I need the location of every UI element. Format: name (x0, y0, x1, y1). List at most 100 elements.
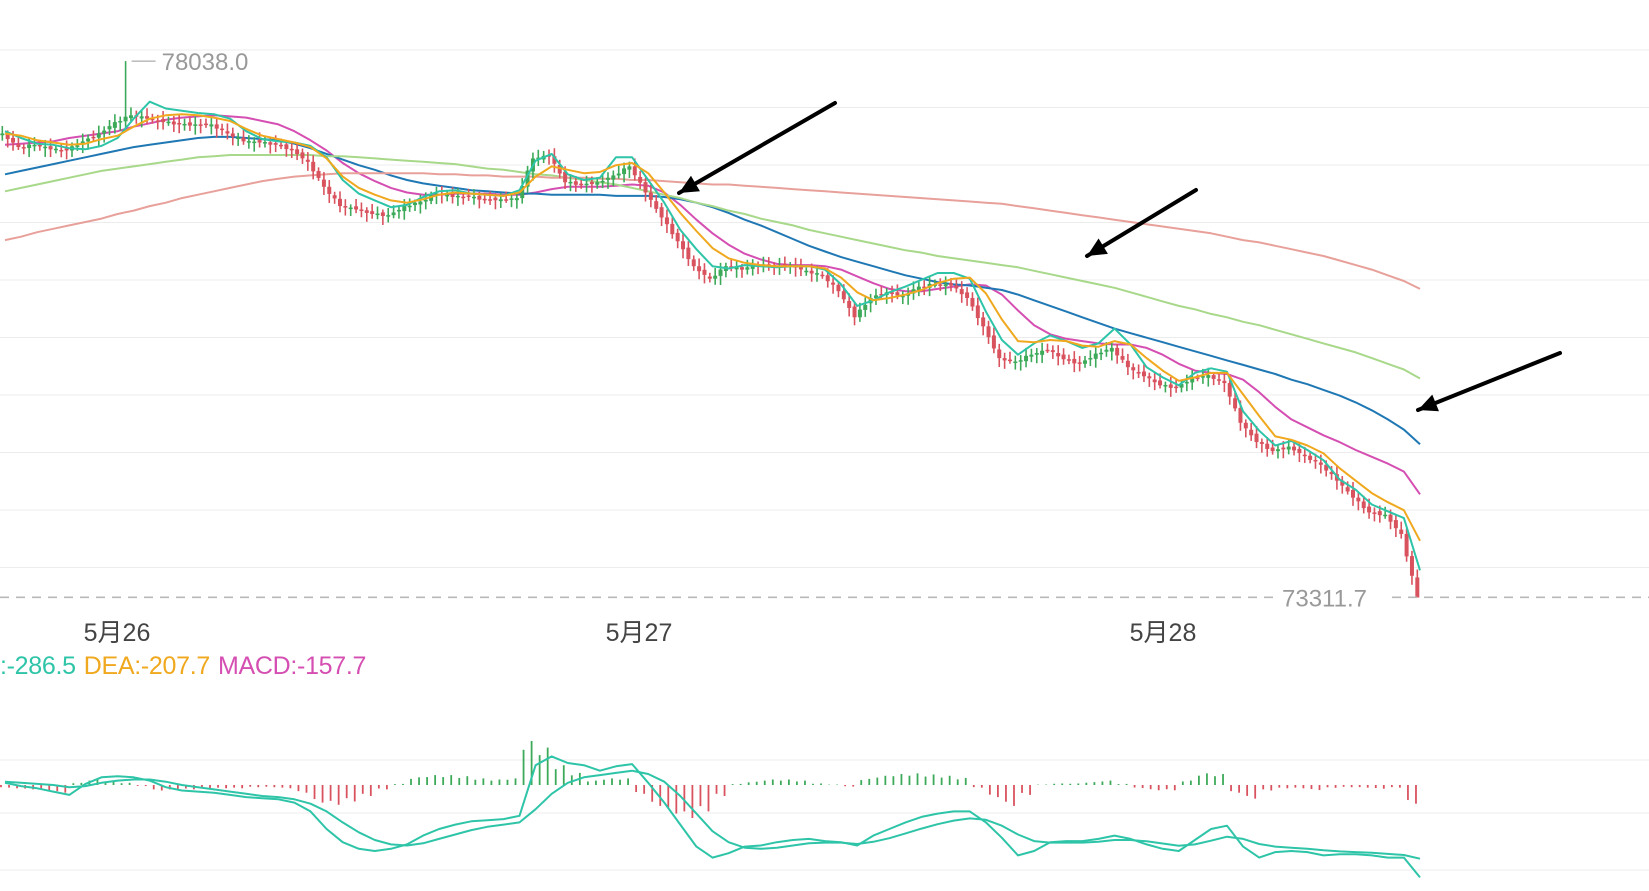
candle-up (1040, 350, 1045, 355)
candle-down (48, 146, 53, 150)
candle-down (145, 116, 150, 119)
candle-down (16, 144, 21, 148)
x-tick-label: 5月26 (84, 619, 151, 647)
candle-up (262, 142, 267, 144)
candle-up (418, 201, 423, 205)
candle-down (1404, 533, 1409, 557)
candle-down (697, 266, 702, 272)
annotation-arrow-head (679, 175, 700, 193)
candle-down (563, 171, 568, 183)
candle-down (879, 294, 884, 296)
candle-up (80, 141, 85, 145)
candle-down (1388, 514, 1393, 522)
candle-down (311, 161, 316, 172)
annotation-arrow-shaft (677, 101, 837, 195)
candle-down (573, 181, 578, 185)
candle-down (1292, 446, 1297, 451)
candle-up (123, 116, 128, 122)
candle-up (53, 148, 58, 151)
candle-down (1308, 455, 1313, 460)
candle-down (1393, 520, 1398, 529)
candle-up (139, 116, 144, 119)
candle-up (1275, 449, 1280, 452)
candle-down (482, 198, 487, 201)
candles (0, 61, 1420, 598)
candle-up (75, 145, 80, 147)
macd-legend-dea: DEA:-207.7 (83, 652, 211, 680)
candle-down (991, 335, 996, 349)
candle-down (198, 124, 203, 126)
candle-up (863, 304, 868, 310)
candle-down (1270, 447, 1275, 452)
candle-down (1318, 462, 1323, 465)
x-axis: 5月26 5月27 5月28 (84, 619, 1197, 647)
candle-up (536, 157, 541, 160)
candle-down (21, 147, 26, 149)
candle-up (471, 196, 476, 199)
candle-up (584, 183, 589, 186)
high-marker-label: 78038.0 (162, 49, 249, 76)
candle-up (595, 182, 600, 185)
candle-down (1281, 447, 1286, 450)
candle-up (252, 141, 257, 144)
candle-down (654, 201, 659, 209)
candle-up (857, 309, 862, 318)
candle-up (605, 177, 610, 180)
candle-down (337, 198, 342, 207)
candle-up (616, 173, 621, 176)
candle-up (423, 199, 428, 202)
candle-down (289, 148, 294, 151)
candle-up (128, 115, 133, 119)
candle-down (284, 144, 289, 150)
candle-up (520, 185, 525, 199)
candle-down (825, 275, 830, 282)
candle-up (445, 194, 450, 197)
candle-up (86, 138, 91, 142)
candle-down (1141, 371, 1146, 377)
macd-legend: :-286.5 DEA:-207.7 MACD:-157.7 (0, 652, 374, 681)
candle-up (209, 124, 214, 127)
candle-down (1061, 354, 1066, 360)
candle-up (804, 270, 809, 273)
candle-up (1200, 376, 1205, 378)
candle-down (1340, 480, 1345, 486)
candle-down (1045, 349, 1050, 352)
candle-down (841, 291, 846, 300)
candle-down (214, 124, 219, 129)
candle-down (1356, 497, 1361, 502)
candle-up (1013, 361, 1018, 364)
candle-down (938, 284, 943, 286)
candle-down (257, 140, 262, 143)
candle-down (1002, 358, 1007, 361)
candle-down (589, 181, 594, 185)
candle-down (1415, 577, 1420, 598)
macd-legend-dif: :-286.5 (0, 652, 76, 680)
candle-up (1024, 355, 1029, 362)
candle-down (986, 326, 991, 338)
candle-up (43, 146, 48, 149)
candle-down (1158, 380, 1163, 386)
candle-down (300, 152, 305, 159)
candle-up (102, 130, 107, 134)
macd-dea-line (4, 769, 1421, 860)
candle-down (1147, 376, 1152, 379)
candle-down (504, 199, 509, 201)
candle-up (1179, 384, 1184, 388)
candle-down (450, 193, 455, 197)
candle-up (96, 133, 101, 138)
candle-down (187, 122, 192, 126)
macd-dif-line (4, 755, 1421, 879)
candle-up (1083, 360, 1088, 364)
candle-down (273, 143, 278, 145)
moving-averages-front (4, 100, 1421, 571)
candle-down (1174, 386, 1179, 389)
candle-down (852, 306, 857, 318)
candle-down (638, 176, 643, 183)
candle-down (1222, 380, 1227, 384)
candle-down (648, 192, 653, 200)
candle-up (611, 175, 616, 180)
candle-up (455, 195, 460, 198)
candle-down (659, 207, 664, 218)
candle-down (327, 186, 332, 194)
